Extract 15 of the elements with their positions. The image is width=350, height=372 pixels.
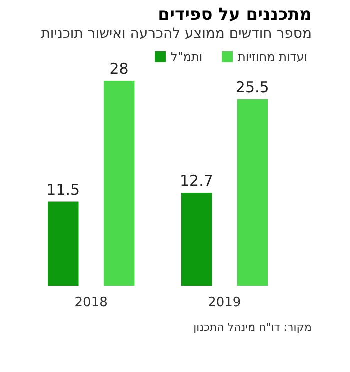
x-tick-label: 2018 [74,296,108,310]
bar [181,193,212,286]
chart-subtitle: מספר חודשים ממוצע להכרעה ואישור תוכניות [41,26,312,42]
bar [48,202,79,286]
legend-label: ותמ"ל [171,50,203,64]
chart-title: מתכננים על ספידים [158,5,312,25]
legend-label: ועדות מחוזיות [238,50,308,64]
bar [104,81,135,286]
data-label: 28 [110,60,129,78]
text: מקור: דו"ח מינהל התכנון [194,321,312,334]
x-tick-label: 2019 [208,296,242,310]
data-label: 11.5 [46,180,80,199]
data-label: 12.7 [180,172,214,190]
bar [237,99,268,286]
data-label: 25.5 [236,78,270,96]
